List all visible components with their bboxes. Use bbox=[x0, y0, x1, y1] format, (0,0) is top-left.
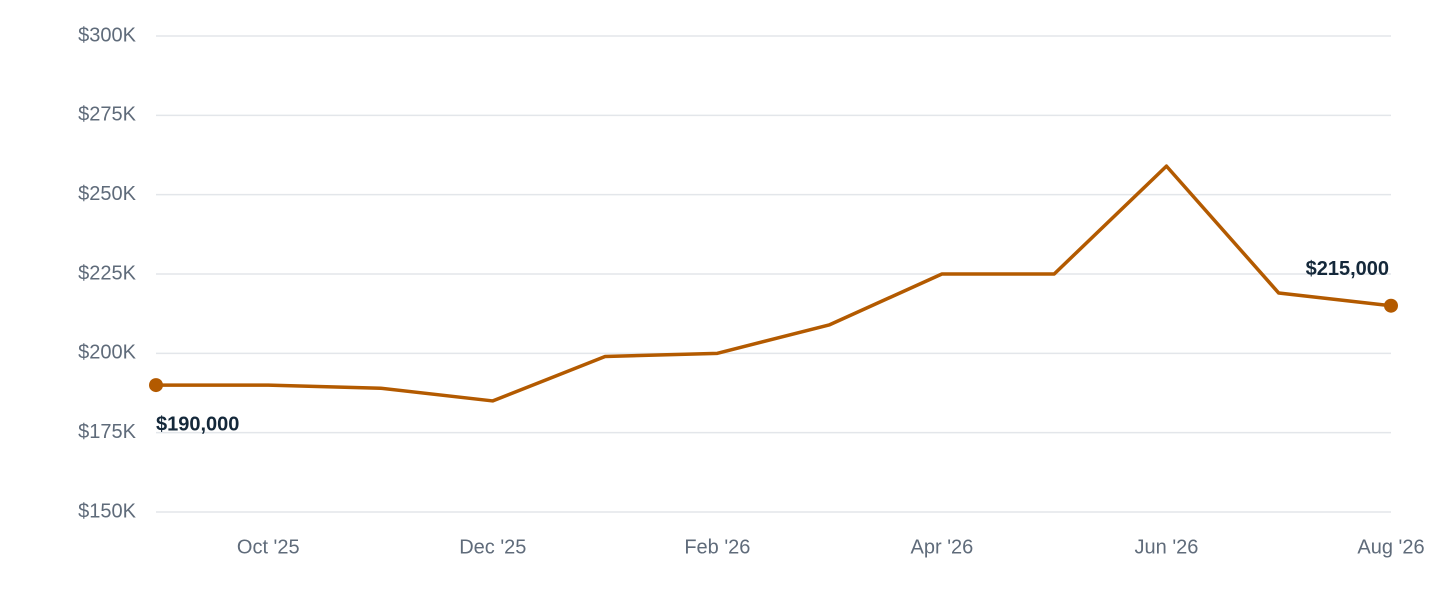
y-tick-label: $300K bbox=[78, 24, 136, 46]
y-tick-label: $250K bbox=[78, 183, 136, 205]
x-tick-label: Apr '26 bbox=[911, 536, 974, 558]
y-tick-label: $225K bbox=[78, 262, 136, 284]
x-tick-label: Jun '26 bbox=[1135, 536, 1199, 558]
y-tick-label: $150K bbox=[78, 500, 136, 522]
y-tick-label: $200K bbox=[78, 342, 136, 364]
value-label: $190,000 bbox=[156, 413, 239, 435]
x-tick-label: Dec '25 bbox=[459, 536, 526, 558]
line-series bbox=[156, 164, 1392, 403]
x-tick-label: Aug '26 bbox=[1357, 536, 1424, 558]
x-tick-label: Feb '26 bbox=[684, 536, 750, 558]
value-label: $215,000 bbox=[1306, 258, 1389, 280]
y-tick-label: $175K bbox=[78, 421, 136, 443]
x-tick-label: Oct '25 bbox=[237, 536, 300, 558]
y-tick-label: $275K bbox=[78, 104, 136, 126]
end-marker bbox=[149, 378, 163, 393]
end-marker bbox=[1384, 298, 1398, 313]
